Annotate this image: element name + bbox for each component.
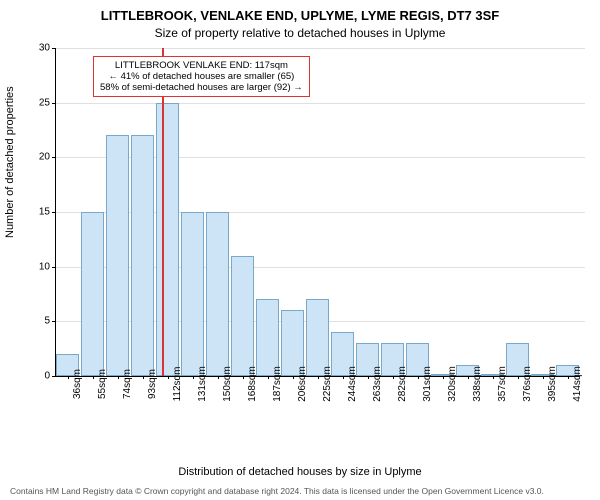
annotation-line: 58% of semi-detached houses are larger (… [100, 82, 303, 93]
y-tick-label: 15 [39, 207, 50, 218]
y-axis-label: Number of detached properties [4, 86, 16, 238]
x-tick-mark [93, 376, 94, 379]
chart-subtitle: Size of property relative to detached ho… [0, 26, 600, 40]
histogram-bar [106, 135, 130, 376]
annotation-line: LITTLEBROOK VENLAKE END: 117sqm [100, 60, 303, 71]
y-tick-label: 30 [39, 43, 50, 54]
x-tick-label: 376sqm [522, 366, 533, 402]
x-tick-mark [318, 376, 319, 379]
x-axis-label: Distribution of detached houses by size … [0, 466, 600, 478]
x-tick-mark [118, 376, 119, 379]
histogram-bar [181, 212, 205, 376]
chart-container: LITTLEBROOK, VENLAKE END, UPLYME, LYME R… [0, 0, 600, 500]
histogram-bar [231, 256, 255, 376]
y-tick-label: 0 [44, 371, 50, 382]
histogram-bar [206, 212, 230, 376]
y-axis-line [55, 48, 56, 376]
plot-area: 05101520253036sqm55sqm74sqm93sqm112sqm13… [55, 48, 585, 428]
x-tick-mark [543, 376, 544, 379]
y-tick-label: 5 [44, 316, 50, 327]
histogram-bar [81, 212, 105, 376]
x-tick-mark [193, 376, 194, 379]
x-tick-mark [493, 376, 494, 379]
x-tick-label: 301sqm [422, 366, 433, 402]
x-tick-mark [143, 376, 144, 379]
annotation-box: LITTLEBROOK VENLAKE END: 117sqm← 41% of … [93, 56, 310, 97]
y-tick-label: 25 [39, 97, 50, 108]
grid-line [55, 103, 585, 104]
x-tick-mark [268, 376, 269, 379]
annotation-line: ← 41% of detached houses are smaller (65… [100, 71, 303, 82]
x-tick-mark [343, 376, 344, 379]
x-tick-mark [468, 376, 469, 379]
x-tick-mark [243, 376, 244, 379]
x-tick-mark [368, 376, 369, 379]
marker-line [162, 48, 164, 376]
x-tick-mark [393, 376, 394, 379]
y-tick-label: 20 [39, 152, 50, 163]
x-tick-mark [568, 376, 569, 379]
y-tick-label: 10 [39, 261, 50, 272]
x-tick-mark [418, 376, 419, 379]
histogram-bar [256, 299, 280, 376]
x-tick-label: 414sqm [572, 366, 583, 402]
x-tick-mark [68, 376, 69, 379]
grid-line [55, 48, 585, 49]
x-tick-label: 338sqm [472, 366, 483, 402]
x-tick-mark [293, 376, 294, 379]
x-tick-mark [518, 376, 519, 379]
chart-title-main: LITTLEBROOK, VENLAKE END, UPLYME, LYME R… [0, 8, 600, 23]
x-tick-mark [218, 376, 219, 379]
x-tick-mark [443, 376, 444, 379]
histogram-bar [156, 103, 180, 376]
histogram-bar [306, 299, 330, 376]
x-tick-mark [168, 376, 169, 379]
attribution-text: Contains HM Land Registry data © Crown c… [10, 486, 590, 496]
histogram-bar [131, 135, 155, 376]
